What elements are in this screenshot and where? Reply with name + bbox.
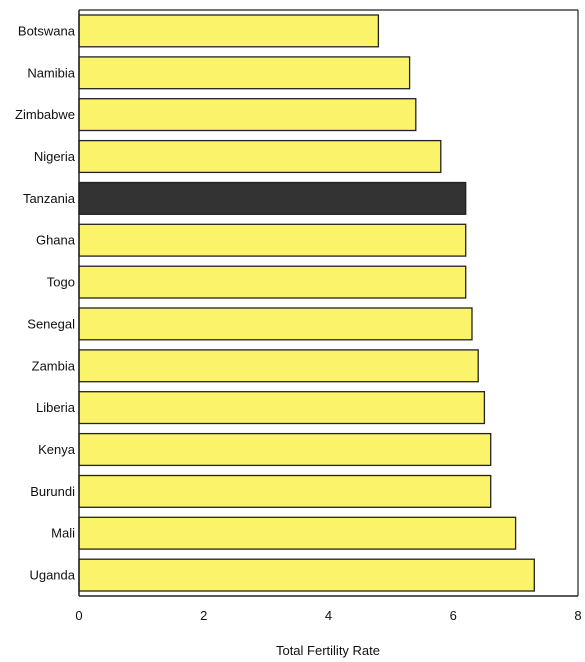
- bar-zambia: [78, 349, 479, 383]
- category-label-senegal: Senegal: [27, 316, 75, 331]
- bar-ghana: [78, 223, 467, 257]
- category-label-nigeria: Nigeria: [34, 149, 76, 164]
- category-label-kenya: Kenya: [38, 442, 76, 457]
- bar-burundi: [78, 474, 492, 508]
- bar-senegal: [78, 307, 473, 341]
- x-tick-label-6: 6: [450, 608, 457, 623]
- x-axis-title: Total Fertility Rate: [276, 643, 380, 658]
- bar-botswana: [78, 14, 380, 48]
- x-tick-labels: 0 2 4 6 8: [75, 608, 581, 623]
- category-label-ghana: Ghana: [36, 233, 76, 248]
- bar-mali: [78, 516, 517, 550]
- x-tick-label-8: 8: [574, 608, 581, 623]
- category-labels: Botswana Namibia Zimbabwe Nigeria Tanzania Gh…: [15, 23, 76, 582]
- x-tick-label-2: 2: [200, 608, 207, 623]
- bar-liberia: [78, 391, 486, 425]
- category-label-botswana: Botswana: [18, 23, 76, 38]
- bar-nigeria: [78, 139, 442, 174]
- category-label-togo: Togo: [47, 275, 75, 290]
- category-label-mali: Mali: [51, 526, 75, 541]
- bar-togo: [78, 265, 467, 299]
- category-label-tanzania: Tanzania: [23, 191, 76, 206]
- bar-zimbabwe: [78, 98, 417, 132]
- bar-kenya: [78, 432, 492, 467]
- x-tick-label-4: 4: [325, 608, 332, 623]
- category-label-liberia: Liberia: [36, 400, 76, 415]
- bar-tanzania: [78, 181, 467, 215]
- category-label-zimbabwe: Zimbabwe: [15, 107, 75, 122]
- bar-namibia: [78, 56, 411, 90]
- x-tick-label-0: 0: [75, 608, 82, 623]
- axes: [78, 9, 579, 597]
- bars: [78, 14, 535, 592]
- bar-uganda: [78, 558, 535, 592]
- category-label-zambia: Zambia: [32, 358, 76, 373]
- category-label-burundi: Burundi: [30, 484, 75, 499]
- category-label-namibia: Namibia: [27, 65, 75, 80]
- category-label-uganda: Uganda: [29, 568, 75, 583]
